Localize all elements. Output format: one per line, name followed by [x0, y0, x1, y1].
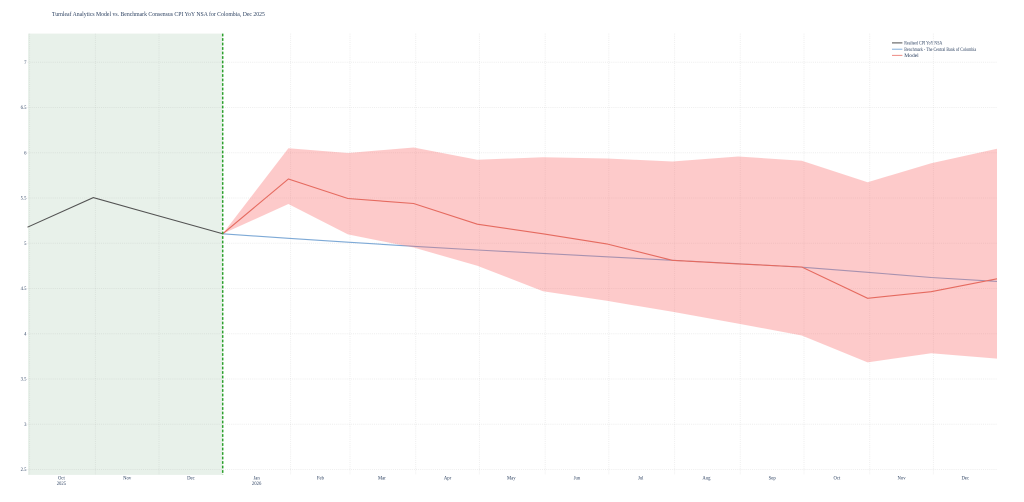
svg-text:5: 5: [24, 242, 27, 247]
svg-text:2.5: 2.5: [21, 468, 28, 473]
svg-text:2025: 2025: [57, 482, 67, 487]
svg-text:Sep: Sep: [769, 477, 777, 482]
svg-text:6.5: 6.5: [21, 106, 28, 111]
svg-text:2026: 2026: [252, 482, 262, 487]
svg-text:Oct: Oct: [834, 477, 841, 482]
svg-text:Oct: Oct: [58, 477, 65, 482]
svg-text:Nov: Nov: [123, 477, 132, 482]
svg-text:Jan: Jan: [253, 477, 260, 482]
svg-text:Aug: Aug: [702, 477, 711, 482]
svg-text:Jun: Jun: [574, 477, 581, 482]
svg-text:Turnleaf Analytics Model vs. B: Turnleaf Analytics Model vs. Benchmark C…: [52, 11, 265, 18]
svg-text:Apr: Apr: [444, 477, 452, 482]
svg-text:Dec: Dec: [962, 477, 970, 482]
svg-text:4.5: 4.5: [21, 287, 28, 292]
svg-text:Benchmark - The Central Bank o: Benchmark - The Central Bank of Colombia: [904, 48, 977, 53]
svg-text:Feb: Feb: [317, 477, 325, 482]
svg-text:6: 6: [24, 152, 27, 157]
svg-text:5.5: 5.5: [21, 197, 28, 202]
svg-text:May: May: [507, 477, 516, 482]
svg-text:Realised CPI YoY NSA: Realised CPI YoY NSA: [904, 42, 943, 47]
svg-text:Jul: Jul: [638, 477, 644, 482]
svg-text:Dec: Dec: [187, 477, 195, 482]
svg-text:Model: Model: [904, 54, 919, 59]
svg-text:Nov: Nov: [898, 477, 907, 482]
svg-text:3: 3: [24, 423, 27, 428]
svg-text:4: 4: [24, 333, 27, 338]
svg-text:Mar: Mar: [378, 477, 386, 482]
svg-text:3.5: 3.5: [21, 378, 28, 383]
svg-text:7: 7: [24, 61, 27, 66]
